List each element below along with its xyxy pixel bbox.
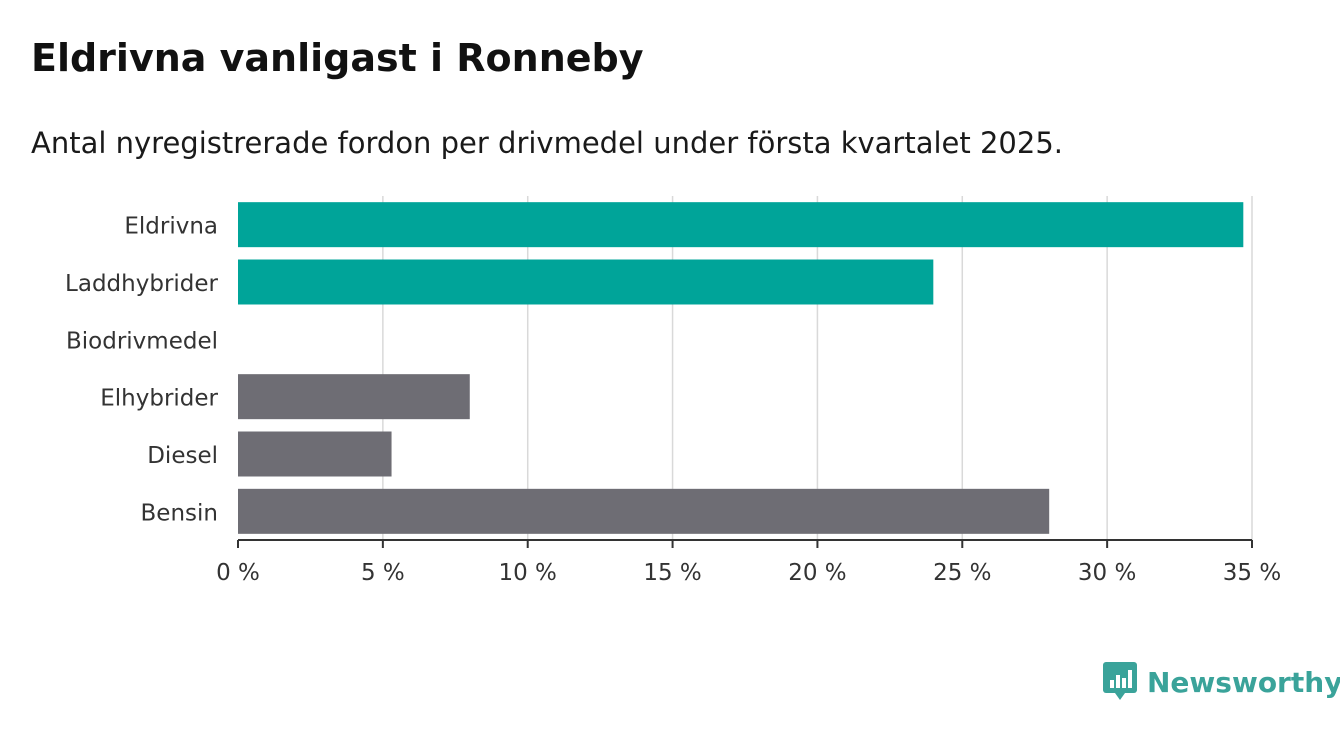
category-label: Laddhybrider: [65, 271, 218, 297]
x-tick-label: 30 %: [1078, 560, 1136, 586]
x-tick-label: 15 %: [643, 560, 701, 586]
chart-bubble-icon: [1103, 662, 1137, 700]
x-tick-label: 5 %: [361, 560, 405, 586]
bar-elhybrider: [238, 374, 470, 420]
x-tick-label: 0 %: [216, 560, 260, 586]
category-label: Elhybrider: [100, 386, 218, 412]
bar-diesel: [238, 431, 392, 477]
x-tick-label: 20 %: [788, 560, 846, 586]
x-tick-label: 35 %: [1223, 560, 1281, 586]
category-label: Diesel: [147, 443, 218, 469]
chart-subtitle: Antal nyregistrerade fordon per drivmede…: [31, 126, 1064, 160]
category-labels: Eldrivna Laddhybrider Biodrivmedel Elhybrid…: [65, 214, 218, 527]
category-label: Eldrivna: [124, 214, 218, 240]
category-label: Biodrivmedel: [66, 328, 218, 354]
newsworthy-logo: Newsworthy: [1103, 662, 1340, 702]
chart-title: Eldrivna vanligast i Ronneby: [31, 36, 644, 80]
bars: [238, 202, 1244, 534]
bar-laddhybrider: [238, 259, 934, 305]
bar-bensin: [238, 488, 1050, 534]
bar-eldrivna: [238, 202, 1244, 248]
gridlines: [382, 196, 1253, 540]
bar-chart: Eldrivna Laddhybrider Biodrivmedel Elhybrid…: [65, 196, 1281, 586]
x-axis: 0 % 5 % 10 % 15 % 20 % 25 % 30 % 35 %: [216, 539, 1281, 586]
x-tick-label: 25 %: [933, 560, 991, 586]
x-tick-label: 10 %: [498, 560, 556, 586]
category-label: Bensin: [141, 500, 218, 526]
brand-name: Newsworthy: [1147, 665, 1340, 699]
